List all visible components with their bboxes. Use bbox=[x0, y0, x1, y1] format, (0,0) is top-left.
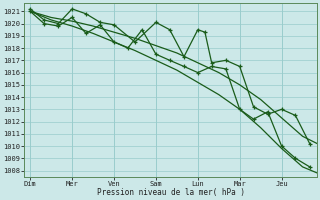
X-axis label: Pression niveau de la mer( hPa ): Pression niveau de la mer( hPa ) bbox=[97, 188, 244, 197]
